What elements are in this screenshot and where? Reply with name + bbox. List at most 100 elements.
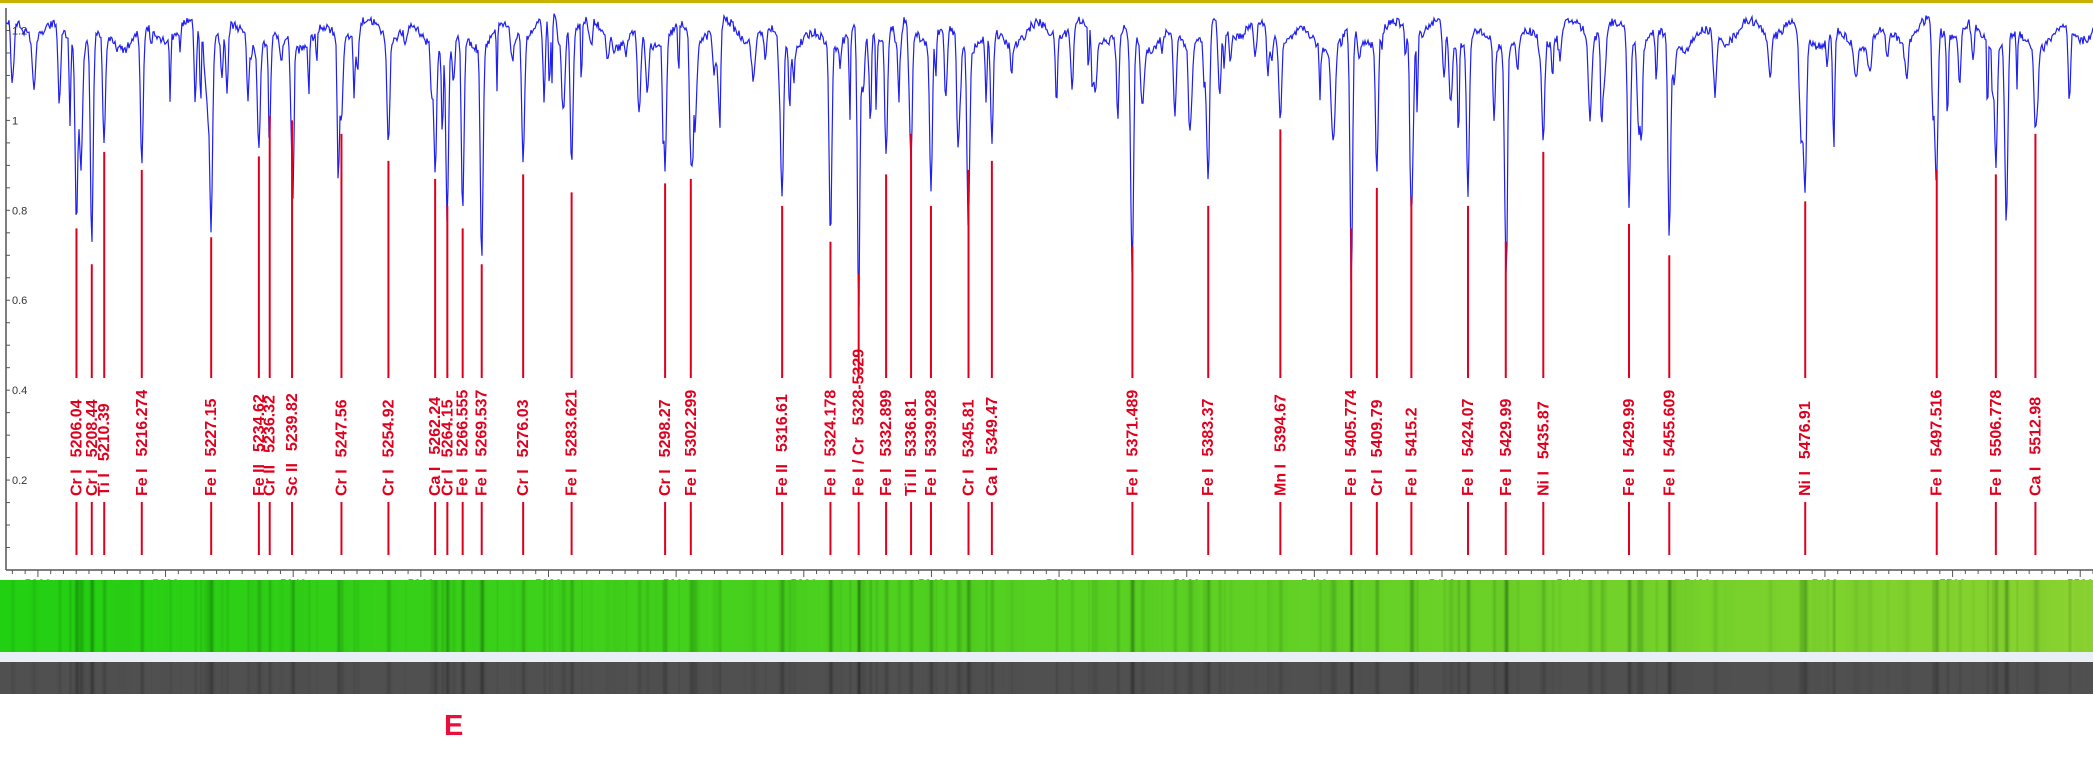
line-element: Fe I bbox=[1988, 468, 2005, 496]
y-tick-label: 0.6 bbox=[12, 295, 27, 307]
line-label: Cr I 5345.81 bbox=[961, 399, 978, 496]
line-element: Cr I bbox=[84, 469, 101, 496]
line-label: Ca I 5512.98 bbox=[2027, 397, 2044, 496]
line-label: Fe I 5266.555 bbox=[455, 390, 472, 496]
line-wavelength: 5302.299 bbox=[683, 390, 700, 457]
x-tick-label: 5220 bbox=[152, 577, 179, 580]
line-label: Fe II 5234.62 bbox=[251, 394, 268, 496]
line-wavelength: 5429.99 bbox=[1621, 399, 1638, 457]
x-tick-label: 5240 bbox=[280, 577, 307, 580]
line-wavelength: 5208.44 bbox=[84, 399, 101, 457]
line-element: Cr I bbox=[961, 469, 978, 496]
line-label: Cr I 5206.04 bbox=[68, 399, 85, 496]
line-wavelength: 5336.81 bbox=[903, 399, 920, 457]
line-wavelength: 5371.489 bbox=[1124, 390, 1141, 457]
line-wavelength: 5435.87 bbox=[1535, 401, 1552, 459]
line-element: Ca I bbox=[427, 467, 444, 496]
line-element: Ni I bbox=[1797, 471, 1814, 496]
line-wavelength: 5349.47 bbox=[984, 397, 1001, 455]
line-wavelength: 5455.609 bbox=[1661, 390, 1678, 457]
line-label: Fe I 5415.2 bbox=[1403, 407, 1420, 496]
line-wavelength: 5216.274 bbox=[134, 390, 151, 457]
x-tick-label: 5280 bbox=[535, 577, 562, 580]
line-markers bbox=[75, 115, 2037, 555]
line-element: Ca I bbox=[984, 467, 1001, 496]
x-tick-label: 5200 bbox=[25, 577, 52, 580]
line-label: Fe II 5316.61 bbox=[774, 394, 791, 496]
line-element: Cr I bbox=[333, 469, 350, 496]
spectrum-chart: 5200 5220 5240 5260 5280 5300 5320 5340 5360 5380… bbox=[5, 8, 2093, 580]
line-wavelength: 5506.778 bbox=[1988, 390, 2005, 457]
line-label: Fe I 5383.37 bbox=[1200, 399, 1217, 497]
line-wavelength: 5332.899 bbox=[878, 390, 895, 457]
line-element: Fe I / Cr bbox=[851, 437, 868, 496]
top-border bbox=[0, 0, 2093, 3]
line-label: Fe I 5429.99 bbox=[1621, 399, 1638, 497]
gray-spectrum-band bbox=[0, 662, 2093, 694]
x-tick-label: 5340 bbox=[918, 577, 945, 580]
line-label: Fe I 5339.928 bbox=[923, 390, 940, 496]
line-element: Fe I bbox=[1460, 468, 1477, 496]
x-tick-label: 5260 bbox=[407, 577, 434, 580]
x-tick-label: 5360 bbox=[1046, 577, 1073, 580]
line-label: Ti II 5336.81 bbox=[903, 399, 920, 496]
line-element: Ti II bbox=[903, 469, 920, 496]
line-wavelength: 5210.39 bbox=[96, 403, 113, 461]
line-label: Cr II 5236.32 bbox=[262, 395, 279, 496]
line-element: Fe I bbox=[1661, 468, 1678, 496]
line-label: Cr I 5254.92 bbox=[380, 399, 397, 496]
line-element: Ti I bbox=[96, 473, 113, 496]
line-element: Cr I bbox=[515, 469, 532, 496]
line-wavelength: 5324.178 bbox=[822, 390, 839, 457]
line-wavelength: 5276.03 bbox=[515, 399, 532, 457]
line-wavelength: 5409.79 bbox=[1369, 399, 1386, 457]
x-tick-label: 5300 bbox=[663, 577, 690, 580]
line-element: Fe I bbox=[923, 468, 940, 496]
x-tick-label: 5420 bbox=[1429, 577, 1456, 580]
line-wavelength: 5339.928 bbox=[923, 390, 940, 457]
line-element: Fe II bbox=[251, 464, 268, 496]
line-element: Fe II bbox=[774, 464, 791, 496]
line-wavelength: 5383.37 bbox=[1200, 399, 1217, 457]
line-label: Ni I 5476.91 bbox=[1797, 401, 1814, 496]
line-element: Ca I bbox=[2027, 467, 2044, 496]
line-element: Fe I bbox=[203, 468, 220, 496]
line-wavelength: 5424.07 bbox=[1460, 399, 1477, 457]
line-wavelength: 5266.555 bbox=[455, 390, 472, 457]
line-wavelength: 5497.516 bbox=[1929, 390, 1946, 457]
line-label: Fe I 5283.621 bbox=[564, 390, 581, 496]
line-label: Fe I 5324.178 bbox=[822, 390, 839, 496]
line-element: Fe I bbox=[878, 468, 895, 496]
line-label: Fe I 5332.899 bbox=[878, 390, 895, 496]
line-labels: Cr I 5206.04 Cr I 5208.44 Ti I 5210.39 Fe I 521… bbox=[68, 349, 2044, 496]
line-label: Sc II 5239.82 bbox=[284, 393, 301, 496]
line-wavelength: 5283.621 bbox=[564, 390, 581, 457]
x-tick-label: 5440 bbox=[1556, 577, 1583, 580]
line-label: Fe I 5455.609 bbox=[1661, 390, 1678, 496]
line-element: Fe I bbox=[564, 468, 581, 496]
line-element: Ni I bbox=[1535, 471, 1552, 496]
x-tick-label: 5480 bbox=[1812, 577, 1839, 580]
y-tick-label: 0.8 bbox=[12, 205, 27, 217]
line-element: Cr I bbox=[1369, 469, 1386, 496]
line-label: Fe I 5269.537 bbox=[474, 390, 491, 496]
line-wavelength: 5328-5329 bbox=[851, 349, 868, 426]
line-wavelength: 5262.24 bbox=[427, 397, 444, 455]
line-wavelength: 5345.81 bbox=[961, 399, 978, 457]
band-separator bbox=[0, 652, 2093, 662]
line-wavelength: 5269.537 bbox=[474, 390, 491, 457]
line-label: Cr I 5208.44 bbox=[84, 399, 101, 496]
line-label: Cr I 5276.03 bbox=[515, 399, 532, 496]
line-element: Cr I bbox=[439, 469, 456, 496]
line-wavelength: 5476.91 bbox=[1797, 401, 1814, 459]
line-label: Fe I 5216.274 bbox=[134, 390, 151, 496]
line-label: Ni I 5435.87 bbox=[1535, 401, 1552, 496]
line-label: Fe I 5227.15 bbox=[203, 399, 220, 497]
line-label: Fe I 5302.299 bbox=[683, 390, 700, 496]
line-wavelength: 5429.99 bbox=[1498, 399, 1515, 457]
color-spectrum-band bbox=[0, 580, 2093, 652]
line-label: Ti I 5210.39 bbox=[96, 403, 113, 496]
line-wavelength: 5394.67 bbox=[1272, 394, 1289, 452]
line-wavelength: 5239.82 bbox=[284, 393, 301, 451]
line-label: Fe I 5405.774 bbox=[1343, 390, 1360, 496]
